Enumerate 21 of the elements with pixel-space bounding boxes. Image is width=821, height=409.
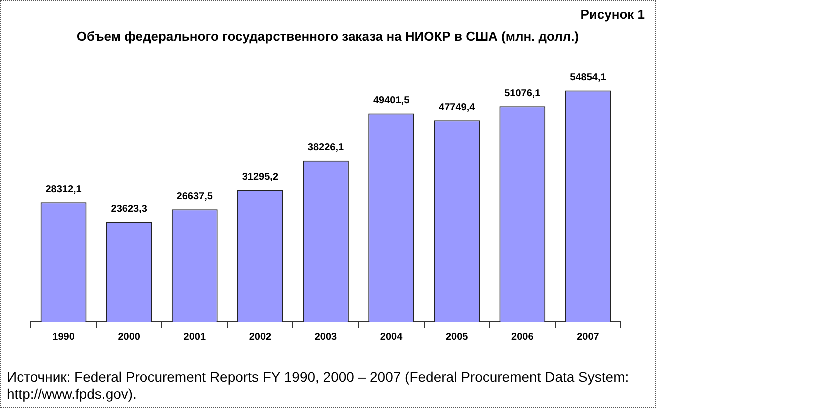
data-label: 26637,5 <box>176 191 214 202</box>
x-tick-label: 2003 <box>314 332 338 343</box>
data-label: 51076,1 <box>504 88 542 100</box>
x-tick-label: 2001 <box>184 332 206 343</box>
data-label: 31295,2 <box>242 172 279 183</box>
x-tick-label: 2007 <box>577 332 600 343</box>
x-tick-label: 2006 <box>512 332 534 343</box>
chart-title: Объем федерального государственного заказа на НИОКР в США (млн. долл.) <box>76 29 580 44</box>
x-tick-label: 2004 <box>380 332 404 343</box>
chart-subtitle: Рисунок 1 <box>580 7 645 22</box>
data-label: 54854,1 <box>570 72 607 84</box>
x-tick-label: 2002 <box>249 332 272 343</box>
data-label: 23623,3 <box>111 204 148 216</box>
x-tick-label: 2005 <box>446 332 469 343</box>
data-label: 47749,4 <box>439 102 476 114</box>
x-tick-label: 1990 <box>52 332 76 343</box>
data-label: 38226,1 <box>308 142 345 154</box>
data-label: 28312,1 <box>46 184 82 196</box>
text: Источник: Federal Procurement Reports FY 1990, 2000 – 2007 (Federal Procurement Data System: http://www.fpds.gov). <box>7 369 630 403</box>
data-label: 49401,5 <box>373 95 410 106</box>
x-tick-label: 2000 <box>118 332 141 343</box>
